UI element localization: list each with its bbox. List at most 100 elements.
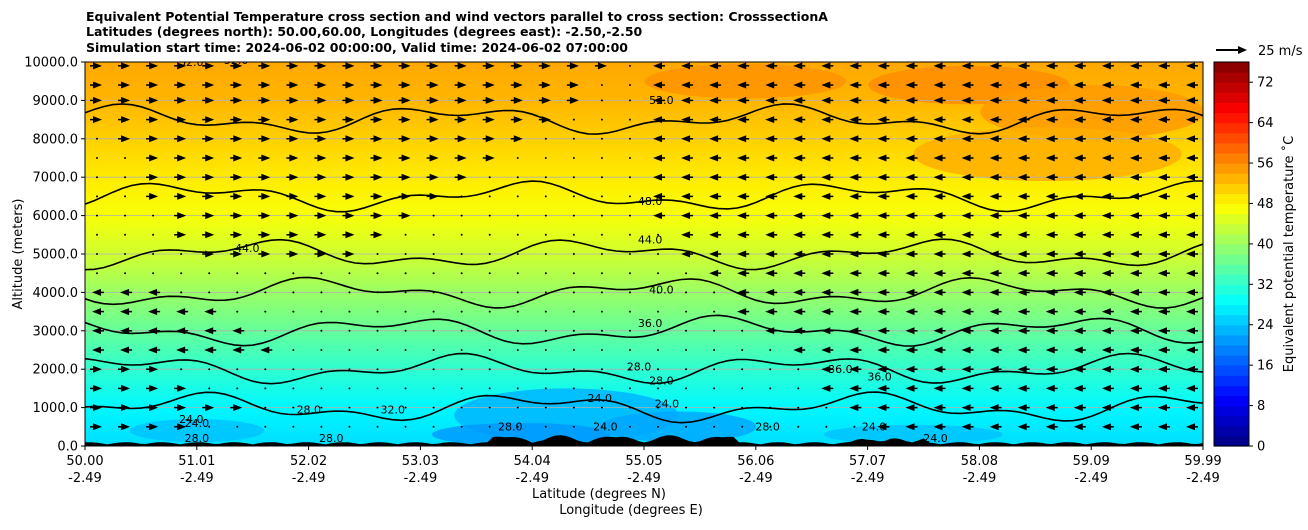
wind-vector	[849, 212, 859, 220]
wind-vector	[737, 250, 747, 258]
wind-vector	[905, 404, 915, 412]
wind-vector	[1101, 192, 1111, 200]
contour-label: 28.0	[297, 403, 322, 416]
wind-vector	[208, 272, 211, 275]
contour-label: 28.0	[755, 421, 780, 434]
wind-vector	[905, 231, 915, 239]
wind-vector	[681, 231, 691, 239]
wind-vector	[989, 308, 999, 316]
wind-vector	[1017, 62, 1027, 70]
colorbar-segment	[1214, 142, 1249, 154]
wind-vector	[261, 192, 271, 200]
wind-vector	[320, 368, 323, 371]
wind-vector	[1017, 250, 1027, 258]
contour-label: 24.0	[588, 392, 613, 405]
wind-vector	[541, 62, 551, 70]
wind-vector	[961, 192, 971, 200]
wind-vector	[289, 62, 299, 70]
wind-vector	[1186, 81, 1195, 89]
wind-vector	[1073, 81, 1083, 89]
wind-vector	[289, 135, 299, 143]
wind-vector	[457, 135, 467, 143]
wind-vector	[261, 62, 271, 70]
wind-vector	[460, 214, 463, 217]
wind-vector	[821, 135, 831, 143]
colorbar-segment	[1214, 152, 1249, 164]
wind-vector	[152, 233, 155, 236]
colorbar-segment	[1214, 223, 1249, 235]
wind-vector	[765, 62, 775, 70]
wind-vector	[1017, 404, 1027, 412]
wind-vector	[264, 329, 267, 332]
wind-vector	[572, 272, 575, 275]
wind-vector	[124, 272, 127, 275]
wind-vector	[933, 173, 943, 181]
colorbar-segment	[1214, 213, 1249, 225]
wind-vector	[204, 327, 214, 335]
wind-vector	[905, 173, 915, 181]
wind-vector	[320, 349, 323, 351]
wind-vector	[93, 423, 102, 431]
wind-vector	[96, 195, 98, 198]
wind-vector	[149, 365, 159, 373]
wind-vector	[628, 176, 631, 179]
wind-vector	[961, 250, 971, 258]
wind-vector	[600, 329, 603, 332]
wind-vector	[849, 96, 859, 104]
wind-vector	[292, 272, 295, 275]
wind-vector	[821, 308, 831, 316]
wind-vector	[797, 368, 800, 371]
wind-vector	[432, 349, 435, 351]
wind-vector	[345, 116, 355, 124]
wind-vector	[961, 327, 971, 335]
wind-vector	[989, 250, 999, 258]
wind-vector	[345, 231, 355, 239]
wind-vector	[1101, 173, 1111, 181]
wind-vector	[793, 308, 803, 316]
wind-vector	[488, 368, 491, 371]
wind-vector	[233, 96, 243, 104]
wind-vector	[989, 62, 999, 70]
wind-vector	[905, 365, 915, 373]
wind-vector	[264, 425, 267, 428]
colorbar-segment	[1214, 82, 1249, 93]
wind-vector	[1045, 308, 1055, 316]
x-tick-lon: -2.49	[180, 471, 214, 486]
wind-vector	[1045, 62, 1055, 70]
field-feature	[823, 424, 1003, 445]
wind-vector	[572, 214, 575, 217]
colorbar-segment	[1214, 324, 1249, 336]
wind-vector	[793, 231, 803, 239]
field-feature	[644, 63, 847, 99]
wind-vector	[148, 327, 158, 335]
wind-vector	[544, 176, 547, 179]
wind-vector	[737, 62, 747, 70]
wind-vector	[600, 425, 603, 428]
wind-vector	[544, 291, 547, 294]
wind-vector	[289, 192, 299, 200]
wind-vector	[628, 253, 631, 255]
wind-vector	[905, 62, 915, 70]
wind-vector	[849, 250, 859, 258]
wind-vector	[348, 329, 351, 332]
wind-vector	[685, 368, 688, 371]
wind-vector	[289, 250, 299, 258]
wind-vector	[600, 214, 603, 217]
wind-vector	[572, 118, 575, 121]
wind-vector	[681, 154, 691, 162]
wind-vector	[376, 387, 379, 390]
wind-vectors	[90, 62, 1198, 431]
wind-vector	[264, 272, 267, 275]
wind-vector	[905, 250, 915, 258]
title-line-3: Simulation start time: 2024-06-02 00:00:…	[86, 40, 628, 55]
wind-vector	[1073, 116, 1083, 124]
wind-vector	[1157, 96, 1167, 104]
colorbar-segment	[1214, 294, 1249, 306]
wind-vector	[1073, 346, 1083, 354]
contour-label: 24.0	[923, 432, 948, 445]
wind-vector	[317, 250, 327, 258]
wind-vector	[289, 96, 299, 104]
x-tick-lon: -2.49	[515, 471, 549, 486]
wind-vector	[404, 233, 407, 236]
wind-vector	[457, 81, 467, 89]
